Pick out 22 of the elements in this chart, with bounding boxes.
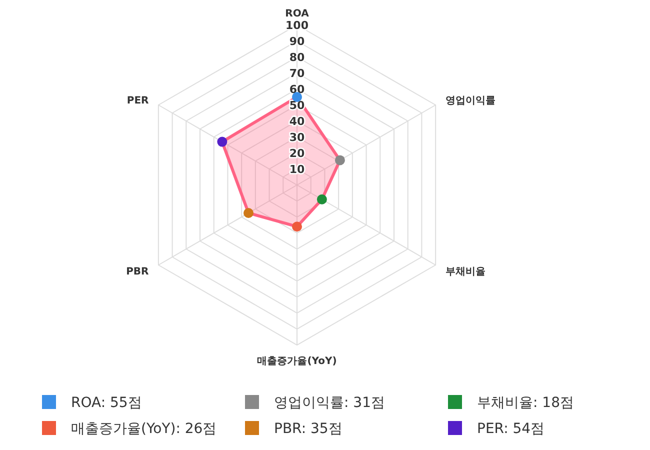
- y-tick-label: 80: [289, 51, 305, 64]
- spoke-label: 부채비율: [445, 266, 486, 278]
- text: ROA: 55점: [71, 395, 142, 411]
- y-tick-label: 40: [289, 115, 305, 128]
- y-tick-label: 100: [286, 19, 309, 32]
- text: 영업이익률: 31점: [274, 395, 385, 411]
- text: 매출증가율(YoY): 26점: [71, 421, 217, 437]
- text: PER: 54점: [477, 421, 545, 437]
- y-tick-label: 50: [289, 99, 305, 112]
- y-tick-label: 90: [289, 35, 305, 48]
- y-tick-label: 60: [289, 83, 305, 96]
- spoke-label: PBR: [126, 266, 150, 278]
- text: PBR: 35점: [274, 421, 342, 437]
- y-tick-label: 30: [289, 131, 305, 144]
- spoke-label: ROA: [285, 8, 310, 20]
- spoke-label: PER: [126, 95, 150, 106]
- spoke-label: 매출증가율(YoY): [257, 356, 337, 368]
- y-tick-label: 10: [289, 163, 305, 176]
- y-tick-label: 20: [289, 147, 305, 160]
- spoke-label: 영업이익률: [445, 95, 496, 106]
- y-tick-label: 70: [289, 67, 305, 80]
- text: 부채비율: 18점: [477, 395, 574, 411]
